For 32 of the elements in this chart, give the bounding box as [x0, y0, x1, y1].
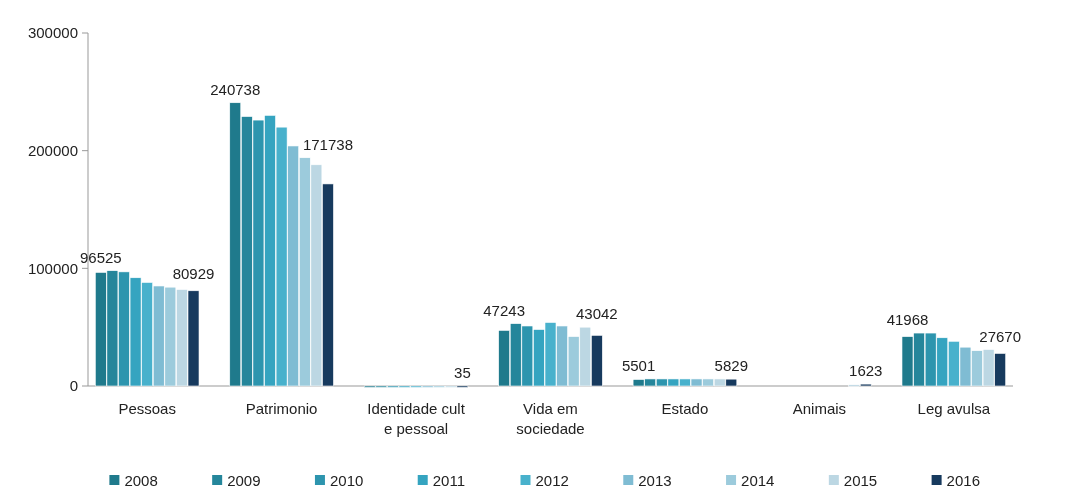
y-tick-label: 300000	[27, 24, 78, 42]
legend-label: 2014	[741, 472, 775, 490]
x-tick-label: Patrimonio	[245, 400, 318, 417]
y-tick-label: 0	[69, 377, 78, 395]
x-tick-label: Pessoas	[118, 400, 176, 417]
data-label: 240738	[210, 80, 261, 98]
legend-label: 2016	[946, 472, 980, 490]
data-label: 80929	[172, 265, 215, 283]
x-tick-label: Identidade cult e pessoal	[367, 400, 466, 437]
data-label: 96525	[79, 248, 122, 266]
data-label: 35	[454, 363, 471, 381]
x-tick-label: Leg avulsa	[917, 400, 991, 417]
data-label: 47243	[483, 301, 526, 319]
data-label: 41968	[886, 311, 929, 329]
y-tick-label: 200000	[27, 141, 78, 159]
x-tick-label: Estado	[661, 400, 709, 417]
data-label: 1623	[849, 362, 883, 380]
data-label: 5501	[621, 356, 656, 374]
data-label: 171738	[302, 135, 353, 153]
x-tick-label: Animais	[792, 400, 847, 417]
legend-label: 2013	[638, 472, 672, 490]
data-label: 5829	[714, 356, 748, 374]
y-tick-label: 100000	[27, 259, 78, 277]
legend-label: 2012	[535, 472, 569, 490]
legend-label: 2010	[329, 472, 364, 490]
legend-label: 2009	[227, 472, 261, 490]
legend-label: 2011	[432, 472, 465, 490]
legend-label: 2008	[124, 472, 158, 490]
x-tick-label: Vida em sociedade	[516, 400, 585, 437]
data-label: 27670	[979, 327, 1022, 345]
legend-label: 2015	[843, 472, 878, 490]
data-label: 43042	[575, 305, 618, 323]
